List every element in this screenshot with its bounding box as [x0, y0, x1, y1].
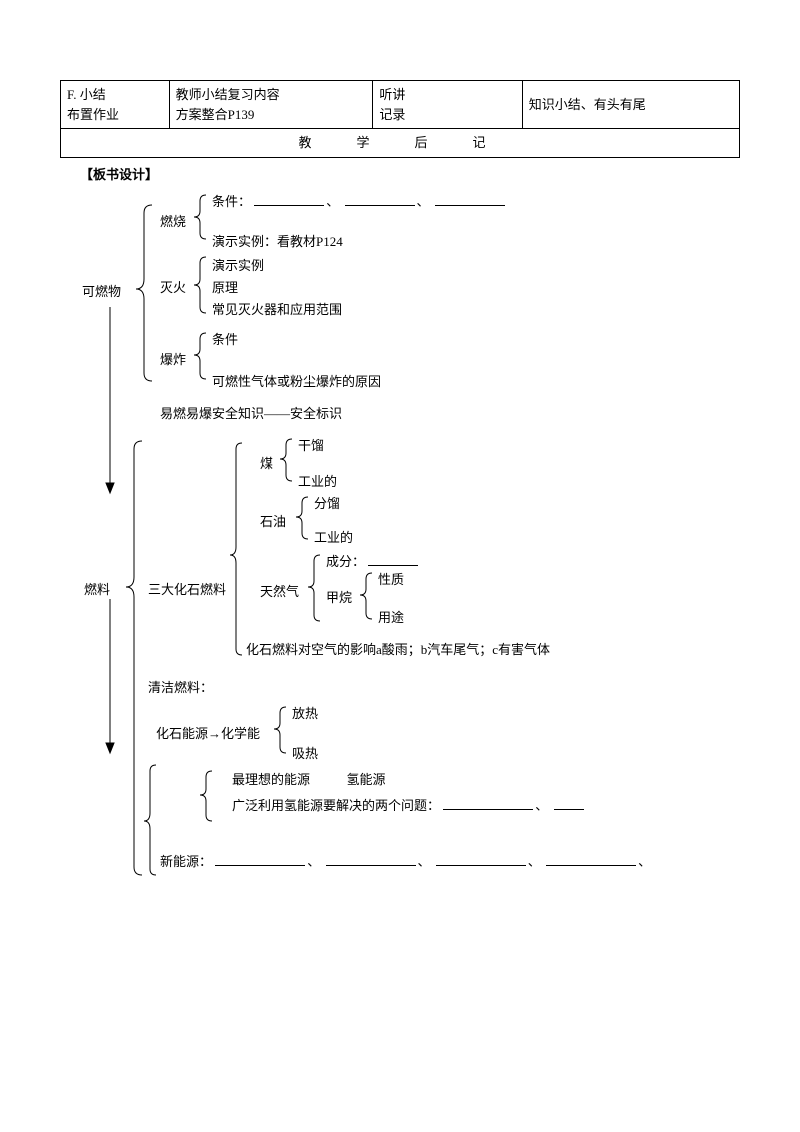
- qingjie-label: 清洁燃料：: [148, 677, 213, 696]
- teaching-notes-text: 教 学 后 记: [298, 135, 501, 150]
- cell-listen-line2: 记录: [379, 107, 405, 122]
- fangre-label: 放热: [292, 703, 318, 722]
- blank: [436, 853, 526, 866]
- gongye2-label: 工业的: [314, 527, 353, 546]
- gfly-label: 广泛利用氢能源要解决的两个问题：: [232, 798, 440, 813]
- blank: [345, 193, 415, 206]
- xingzhi-label: 性质: [378, 569, 404, 588]
- cell-f-line2: 布置作业: [67, 107, 119, 122]
- blank: [554, 797, 584, 810]
- board-diagram: 可燃物 燃烧 条件： 、 、 演示实例：看教材P124 灭火 演示实例 原理 常…: [60, 187, 740, 917]
- ganliu-label: 干馏: [298, 435, 324, 454]
- blank: [546, 853, 636, 866]
- cell-f: F. 小结 布置作业: [61, 81, 170, 129]
- cell-listen-line1: 听讲: [379, 87, 405, 102]
- yuanli-label: 原理: [212, 277, 238, 296]
- blank: [326, 853, 416, 866]
- xny-row: 新能源： 、 、 、 、: [160, 851, 653, 870]
- yiran-label: 易燃易爆安全知识——安全标识: [160, 403, 342, 422]
- yongtu-label: 用途: [378, 607, 404, 626]
- mei-label: 煤: [260, 453, 273, 472]
- jiawan-label: 甲烷: [326, 587, 352, 606]
- cell-listen: 听讲 记录: [373, 81, 522, 129]
- summary-table: F. 小结 布置作业 教师小结复习内容 方案整合P139 听讲 记录 知识小结、…: [60, 80, 740, 158]
- cell-teacher-line2: 方案整合P139: [176, 107, 255, 122]
- blank: [443, 797, 533, 810]
- keranwu-label: 可燃物: [82, 281, 121, 300]
- qny-label: 氢能源: [347, 772, 386, 787]
- chengfen-label: 成分：: [326, 554, 365, 569]
- ranliao-label: 燃料: [84, 579, 110, 598]
- cell-f-line1: F. 小结: [67, 87, 106, 102]
- bz-tiaojian-label: 条件: [212, 329, 238, 348]
- blank: [435, 193, 505, 206]
- yanshi1-label: 演示实例：看教材P124: [212, 231, 343, 250]
- tiaojian-label: 条件：: [212, 194, 251, 209]
- bz-reason-label: 可燃性气体或粉尘爆炸的原因: [212, 371, 381, 390]
- blank: [215, 853, 305, 866]
- fenliu-label: 分馏: [314, 493, 340, 512]
- cell-teacher-line1: 教师小结复习内容: [176, 87, 280, 102]
- miehuo-label: 灭火: [160, 277, 186, 296]
- huashi-yx-label: 化石燃料对空气的影响a酸雨；b汽车尾气；c有害气体: [246, 639, 550, 658]
- gongye1-label: 工业的: [298, 471, 337, 490]
- teaching-notes-header: 教 学 后 记: [61, 129, 740, 158]
- zlxd-row: 最理想的能源 氢能源: [232, 769, 386, 788]
- xire-label: 吸热: [292, 743, 318, 762]
- tiaojian-row: 条件： 、 、: [212, 191, 505, 210]
- board-design-title: 【板书设计】: [80, 164, 740, 183]
- cell-knowledge: 知识小结、有头有尾: [522, 81, 739, 129]
- ranshao-label: 燃烧: [160, 211, 186, 230]
- cell-knowledge-text: 知识小结、有头有尾: [529, 97, 646, 112]
- blank: [368, 553, 418, 566]
- shiyou-label: 石油: [260, 511, 286, 530]
- xny-label: 新能源：: [160, 854, 212, 869]
- baozha-label: 爆炸: [160, 349, 186, 368]
- gfly-row: 广泛利用氢能源要解决的两个问题： 、: [232, 795, 584, 814]
- yanshi2-label: 演示实例: [212, 255, 264, 274]
- chengfen-row: 成分：: [326, 551, 418, 570]
- cell-teacher: 教师小结复习内容 方案整合P139: [169, 81, 373, 129]
- blank: [254, 193, 324, 206]
- hsnyhxn-label: 化石能源→化学能: [156, 723, 260, 742]
- tianranqi-label: 天然气: [260, 581, 299, 600]
- changjian-label: 常见灭火器和应用范围: [212, 299, 342, 318]
- sdhshi-label: 三大化石燃料: [148, 579, 226, 598]
- zlxd-label: 最理想的能源: [232, 772, 310, 787]
